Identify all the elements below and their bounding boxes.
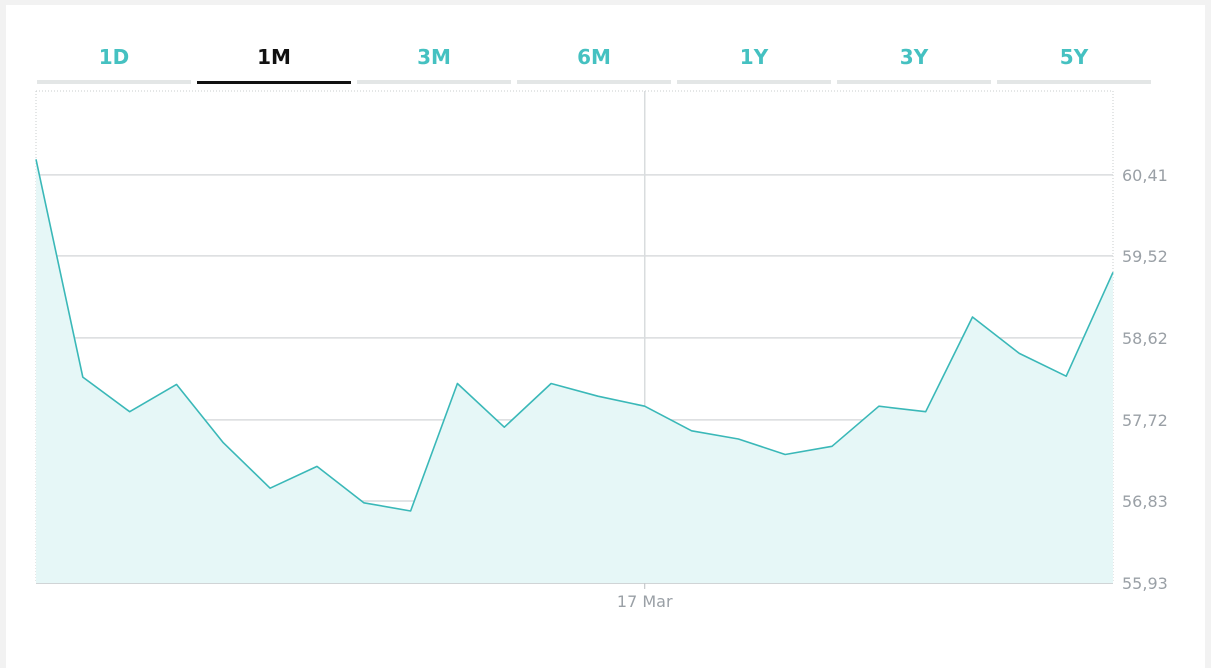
- y-tick-label: 59,52: [1122, 247, 1168, 266]
- tab-underline: [997, 80, 1151, 84]
- x-tick-label: 17 Mar: [617, 592, 673, 611]
- y-tick-label: 60,41: [1122, 166, 1168, 185]
- tab-label: 1D: [98, 45, 130, 69]
- tab-underline: [37, 80, 191, 84]
- tab-label: 1Y: [739, 45, 769, 69]
- tab-1d[interactable]: 1D: [37, 36, 191, 84]
- tab-label: 6M: [577, 45, 611, 69]
- tab-underline: [677, 80, 831, 84]
- y-tick-label: 58,62: [1122, 329, 1168, 348]
- tab-1y[interactable]: 1Y: [677, 36, 831, 84]
- series-area: [36, 159, 1113, 584]
- tab-underline: [357, 80, 511, 84]
- tab-6m[interactable]: 6M: [517, 36, 671, 84]
- tab-label: 1M: [257, 45, 291, 69]
- tab-3y[interactable]: 3Y: [837, 36, 991, 84]
- tab-1m[interactable]: 1M: [197, 36, 351, 84]
- tab-underline: [837, 80, 991, 84]
- x-axis-labels: 17 Mar31 Mar: [617, 592, 673, 611]
- tab-3m[interactable]: 3M: [357, 36, 511, 84]
- y-tick-label: 57,72: [1122, 411, 1168, 430]
- tab-label: 5Y: [1059, 45, 1089, 69]
- tab-5y[interactable]: 5Y: [997, 36, 1151, 84]
- y-tick-label: 55,93: [1122, 574, 1168, 593]
- tab-underline: [517, 80, 671, 84]
- tab-label: 3Y: [899, 45, 929, 69]
- series-line: [35, 159, 1114, 512]
- tab-label: 3M: [417, 45, 451, 69]
- y-tick-label: 56,83: [1122, 492, 1168, 511]
- range-tabs: 1D 1M 3M 6M 1Y 3Y 5Y: [0, 0, 1211, 90]
- y-axis-labels: 60,41 59,52 58,62 57,72 56,83 55,93: [1122, 166, 1168, 593]
- tab-underline: [197, 81, 351, 84]
